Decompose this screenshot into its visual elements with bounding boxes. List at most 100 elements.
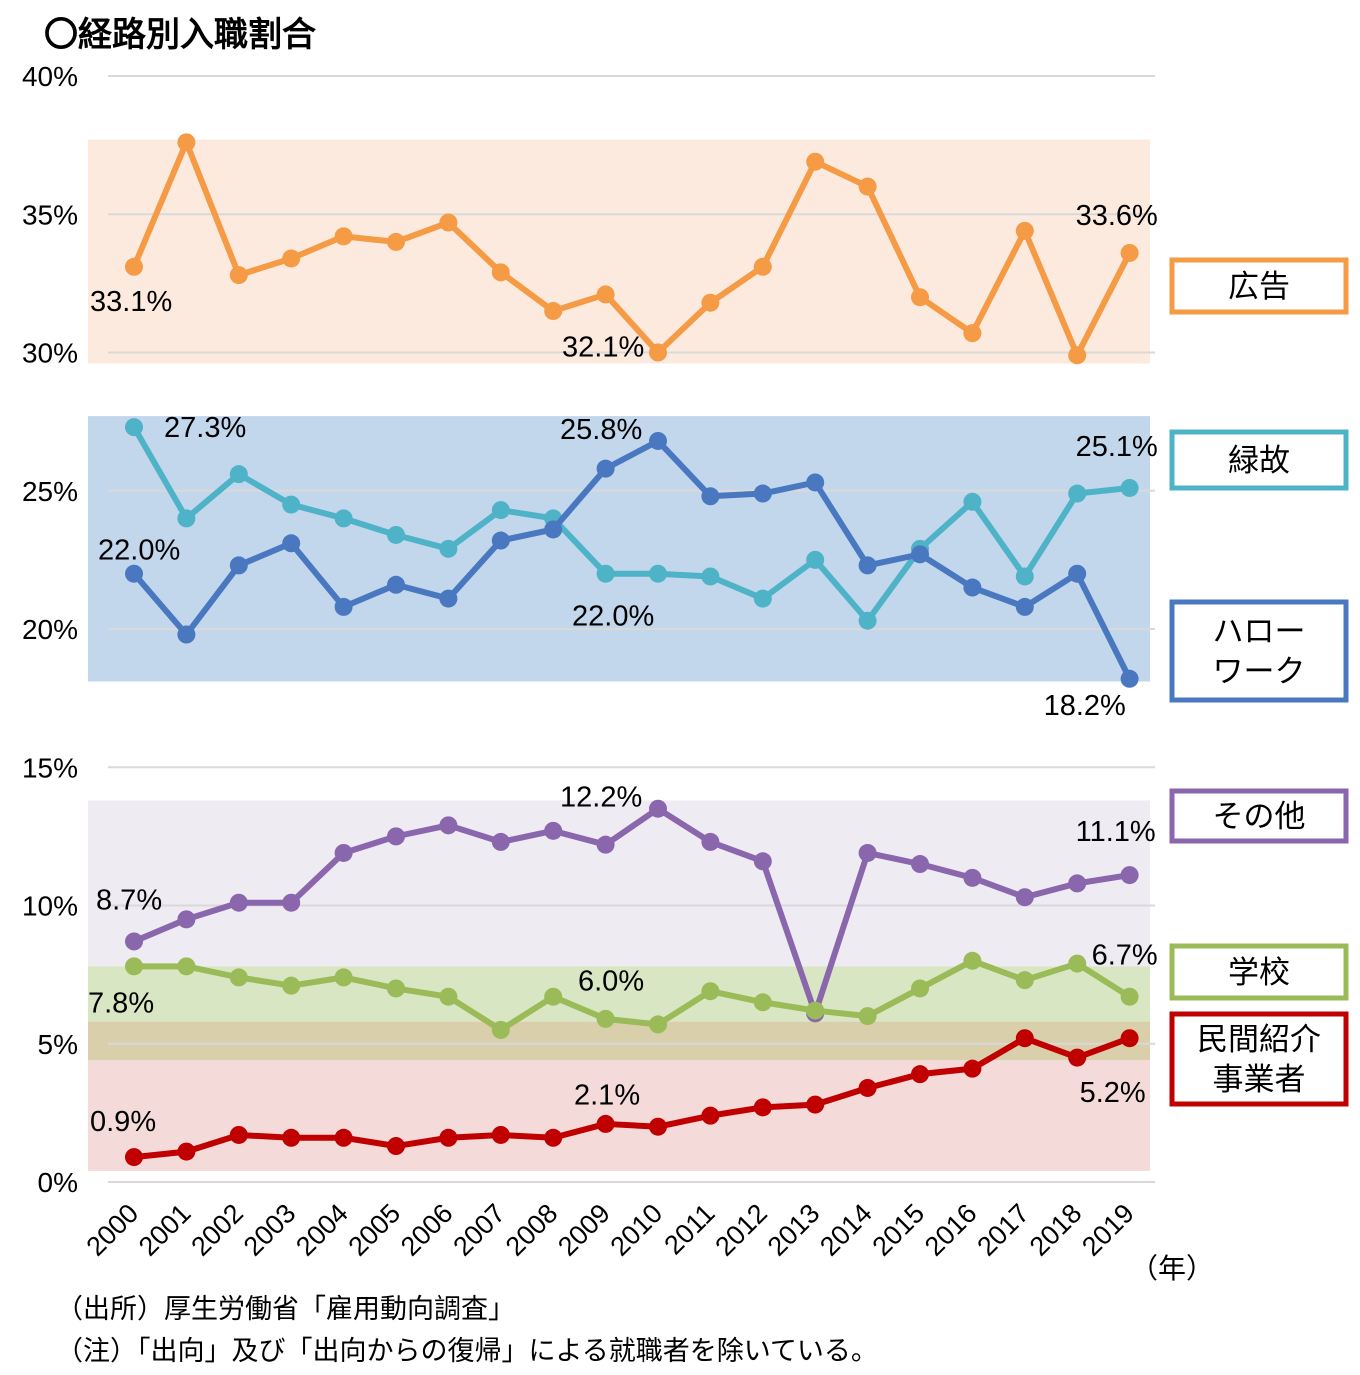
data-point <box>596 1114 615 1133</box>
data-point <box>753 852 772 871</box>
legend-label: 事業者 <box>1213 1062 1306 1098</box>
series-line <box>131 437 1133 681</box>
data-point <box>334 843 353 862</box>
data-point <box>1120 243 1139 262</box>
data-point <box>544 987 563 1006</box>
data-point <box>125 257 143 276</box>
data-point <box>963 1059 982 1078</box>
data-point <box>544 1128 563 1147</box>
data-point <box>596 564 615 583</box>
data-label: 5.2% <box>1080 1077 1146 1109</box>
data-point <box>334 227 353 246</box>
data-point <box>125 932 143 951</box>
series-1 <box>125 418 1139 630</box>
legend-item-1: 緑故 <box>1169 429 1349 491</box>
data-point <box>229 465 248 484</box>
data-point <box>701 293 720 312</box>
data-point <box>649 1015 667 1034</box>
data-point <box>1068 484 1087 503</box>
x-tick-label: 2006 <box>395 1198 459 1262</box>
data-label: 25.1% <box>1076 431 1158 463</box>
x-tick-label: 2017 <box>971 1198 1035 1262</box>
legend-item-4: 学校 <box>1169 943 1349 1001</box>
data-label: 33.1% <box>90 286 172 318</box>
legend-box <box>1169 257 1349 315</box>
legend-label: その他 <box>1213 799 1306 835</box>
data-point <box>177 133 196 152</box>
y-tick-label: 40% <box>22 61 78 92</box>
x-tick-label: 2001 <box>133 1198 197 1262</box>
x-tick-label: 2018 <box>1024 1198 1088 1262</box>
data-point <box>911 979 929 998</box>
data-point <box>491 1125 510 1144</box>
series-line <box>131 139 1133 359</box>
source-note: （出所）厚生労働省「雇用動向調査」 <box>56 1294 515 1325</box>
x-tick-label: 2008 <box>500 1198 564 1262</box>
legend-label: ワーク <box>1213 654 1306 690</box>
data-point <box>229 266 248 285</box>
data-point <box>282 976 301 995</box>
data-point <box>963 578 982 597</box>
y-tick-label: 15% <box>22 752 78 783</box>
data-point <box>701 982 720 1001</box>
data-label: 7.8% <box>88 987 154 1019</box>
band-minkan <box>88 1060 1150 1171</box>
data-point <box>229 556 248 575</box>
data-point <box>491 1020 510 1039</box>
x-tick-label: 2012 <box>709 1198 773 1262</box>
y-tick-label: 20% <box>22 614 78 645</box>
data-label: 8.7% <box>96 884 162 916</box>
data-point <box>387 979 405 998</box>
data-point <box>1068 874 1087 893</box>
data-point <box>491 531 510 550</box>
band-koukoku <box>88 139 1150 364</box>
y-tick-label: 30% <box>22 338 78 369</box>
data-point <box>1068 1048 1087 1067</box>
series-2 <box>125 431 1139 688</box>
legend-box <box>1169 943 1349 1001</box>
x-tick-label: 2011 <box>658 1198 720 1260</box>
data-label: 22.0% <box>98 535 180 567</box>
legend-label: ハロー <box>1213 614 1306 650</box>
data-point <box>596 285 615 304</box>
legend-box <box>1169 1011 1349 1107</box>
data-point <box>387 525 405 544</box>
data-point <box>1015 1029 1034 1048</box>
data-point <box>1120 987 1139 1006</box>
legend-box <box>1169 788 1349 844</box>
x-tick-label: 2007 <box>447 1198 511 1262</box>
data-point <box>1120 866 1139 885</box>
series-4 <box>125 951 1139 1039</box>
data-point <box>387 575 405 594</box>
data-point <box>858 1078 877 1097</box>
data-point <box>125 1148 143 1167</box>
data-label: 11.1% <box>1076 816 1156 848</box>
data-point <box>439 539 458 558</box>
data-point <box>649 1117 667 1136</box>
data-point <box>596 835 615 854</box>
data-point <box>806 473 825 492</box>
legend-label: 広告 <box>1228 269 1290 305</box>
x-tick-label: 2003 <box>238 1198 302 1262</box>
data-label: 18.2% <box>1044 690 1126 722</box>
data-label: 12.2% <box>560 782 642 814</box>
data-point <box>911 855 929 874</box>
x-tick-label: 2016 <box>919 1198 983 1262</box>
data-point <box>177 509 196 528</box>
data-label: 0.9% <box>90 1106 156 1138</box>
data-point <box>1015 597 1034 616</box>
legend-label: 学校 <box>1228 955 1290 991</box>
data-point <box>596 1009 615 1028</box>
chart-title: 〇経路別入職割合 <box>44 15 316 55</box>
x-tick-label: 2010 <box>605 1198 669 1262</box>
data-point <box>177 910 196 929</box>
x-tick-label: 2000 <box>81 1198 145 1262</box>
data-point <box>753 484 772 503</box>
data-point <box>701 487 720 506</box>
x-tick-label: 2004 <box>290 1198 354 1262</box>
data-point <box>282 893 301 912</box>
data-point <box>334 509 353 528</box>
data-point <box>701 832 720 851</box>
data-point <box>125 418 143 437</box>
